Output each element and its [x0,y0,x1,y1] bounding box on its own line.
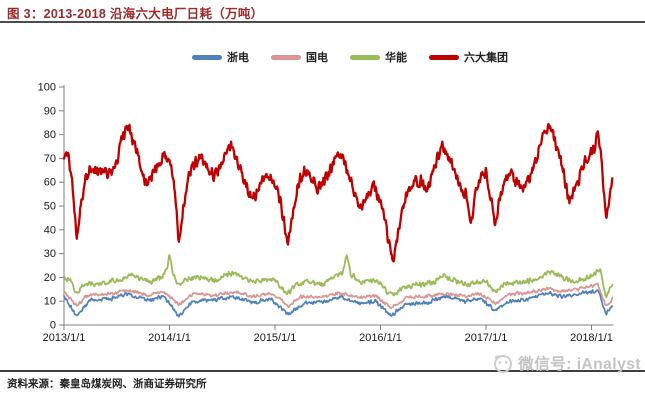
y-tick-label: 0 [50,320,56,332]
watermark: 微信号: iAnalyst [492,352,641,374]
legend-item-huaneng: 华能 [350,49,407,65]
y-tick-label: 10 [44,296,56,308]
chart-legend: 浙电 国电 华能 六大集团 [55,49,645,65]
legend-label-guodian: 国电 [306,52,328,64]
series-line-guodian [63,282,614,310]
series-line-liudajituan [62,122,614,263]
legend-marker-liudajituan [429,54,459,60]
legend-item-guodian: 国电 [271,49,328,65]
y-tick-label: 100 [38,82,56,94]
wechat-face-icon [494,355,513,373]
y-tick-label: 20 [44,272,56,284]
footer-divider [0,370,645,372]
y-tick-label: 90 [44,105,56,117]
legend-label-huaneng: 华能 [385,52,407,64]
y-tick-label: 50 [44,201,56,213]
legend-label-zhedian: 浙电 [227,52,249,64]
x-tick-label: 2013/1/1 [43,332,86,344]
legend-item-liudajituan: 六大集团 [429,49,508,65]
x-tick-label: 2015/1/1 [254,332,297,344]
source-note: 资料来源：秦皇岛煤炭网、浙商证券研究所 [7,378,207,390]
legend-marker-guodian [271,54,301,60]
x-tick-label: 2016/1/1 [359,332,402,344]
y-tick-label: 80 [44,129,56,141]
chart-title: 图 3：2013-2018 沿海六大电厂日耗（万吨） [7,7,264,21]
x-tick-label: 2017/1/1 [465,332,508,344]
watermark-label: 微信号: iAnalyst [518,356,641,373]
legend-label-liudajituan: 六大集团 [464,52,508,64]
y-tick-label: 30 [44,248,56,260]
series-line-zhedian [63,289,614,318]
y-tick-label: 60 [44,177,56,189]
legend-marker-huaneng [350,54,380,60]
title-divider [0,21,645,23]
y-tick-label: 40 [44,224,56,236]
x-tick-label: 2014/1/1 [148,332,191,344]
x-tick-label: 2018/1/1 [570,332,613,344]
series-line-huaneng [63,254,614,298]
legend-marker-zhedian [192,54,222,60]
y-tick-label: 70 [44,153,56,165]
legend-item-zhedian: 浙电 [192,49,249,65]
